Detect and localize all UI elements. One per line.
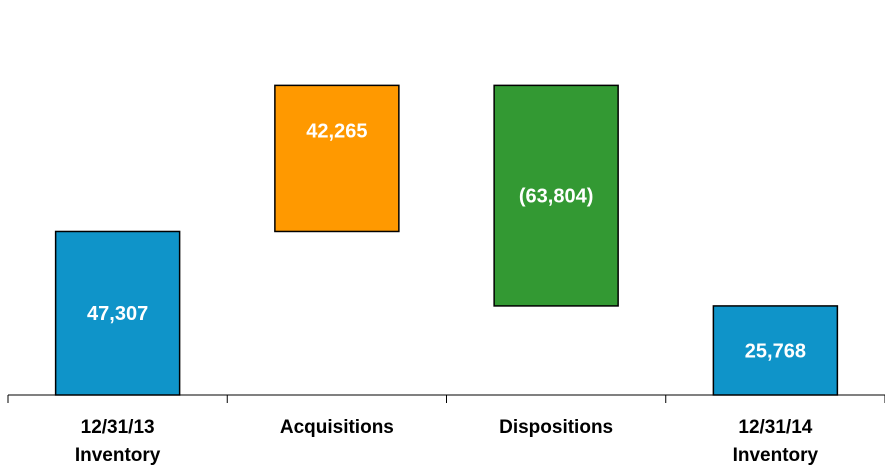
category-label: Inventory xyxy=(75,445,161,466)
bar-total xyxy=(54,230,181,396)
category-label: 12/31/14 xyxy=(738,417,812,438)
bar-decrease xyxy=(493,84,619,307)
category-label: Acquisitions xyxy=(280,417,394,438)
category-label: Dispositions xyxy=(499,417,613,438)
bars-layer xyxy=(54,84,839,396)
bar-value-label: 47,307 xyxy=(87,303,148,325)
bar-increase xyxy=(274,84,400,233)
bar-value-label: (63,804) xyxy=(519,186,594,208)
bar-total xyxy=(712,305,839,396)
category-label: 12/31/13 xyxy=(81,417,155,438)
bar-value-label: 25,768 xyxy=(745,340,806,362)
bar-value-label: 42,265 xyxy=(306,120,367,142)
x-axis xyxy=(7,394,885,403)
labels-layer: 47,307 12/31/13 Inventory 42,265 Acquisition… xyxy=(75,120,819,466)
category-label: Inventory xyxy=(733,445,819,466)
